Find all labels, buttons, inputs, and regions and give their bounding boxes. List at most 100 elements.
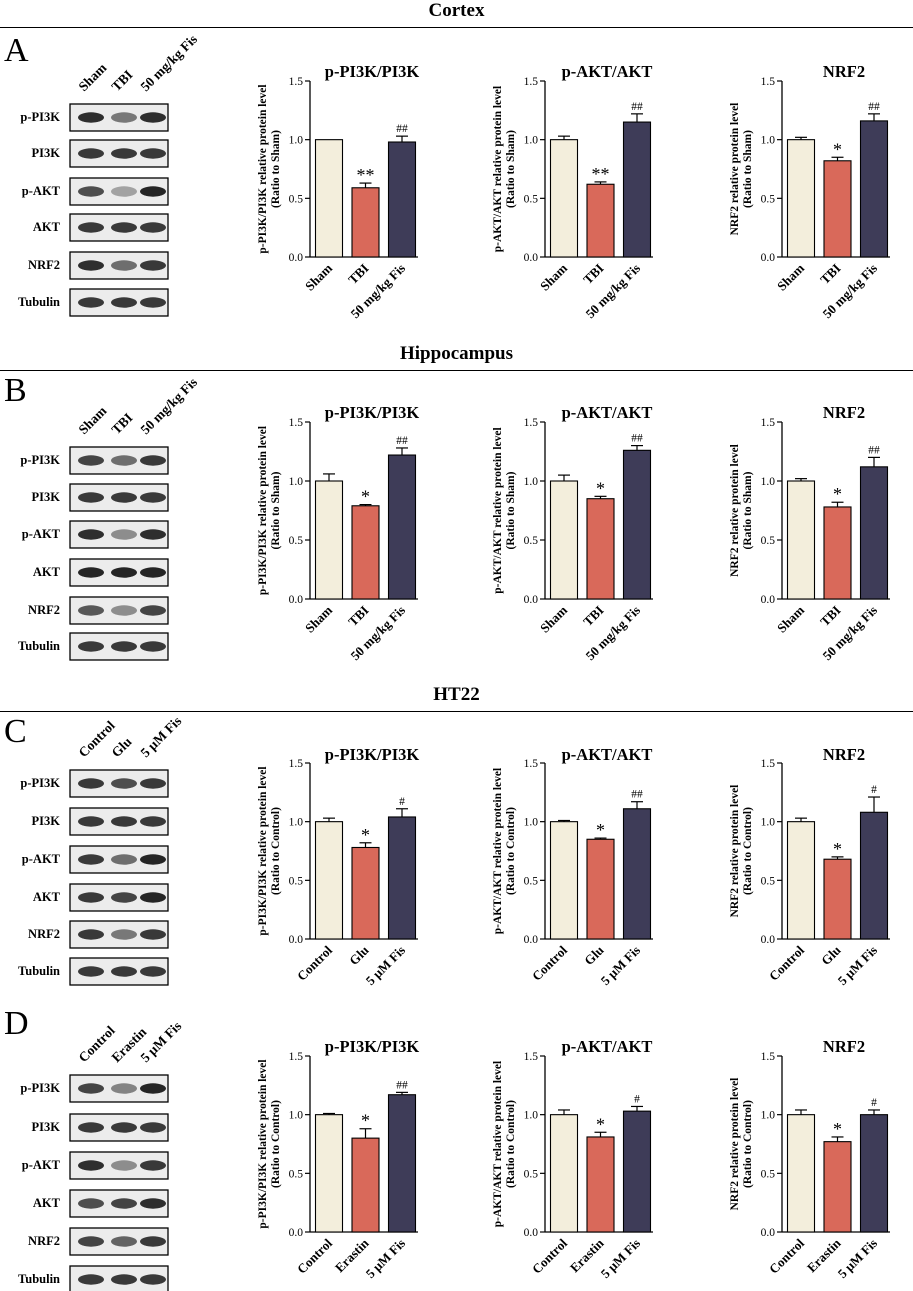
blot-band-label: p-AKT	[22, 852, 61, 866]
significance-mark: #	[871, 784, 877, 796]
blot-band-label: AKT	[33, 1196, 61, 1210]
blot-band	[111, 816, 137, 827]
blot-band	[78, 605, 104, 616]
y-tick-label: 0.0	[761, 594, 776, 606]
western-blot-panel-a: Sham TBI 50 mg/kg Fis p-PI3K PI3K p-AKT AKT NRF…	[18, 32, 200, 317]
blot-band	[140, 892, 166, 903]
x-tick-label: Sham	[774, 602, 807, 635]
blot-band	[140, 529, 166, 540]
y-tick-label: 0.0	[289, 252, 304, 264]
y-tick-label: 1.5	[289, 76, 304, 88]
blot-band	[78, 529, 104, 540]
blot-band-label: PI3K	[32, 146, 61, 160]
y-tick-label: 0.0	[289, 934, 304, 946]
y-tick-label: 1.5	[761, 1051, 776, 1063]
x-tick-label: 5 μM Fis	[598, 1236, 643, 1281]
section-divider	[0, 27, 913, 28]
y-tick-label: 0.0	[761, 934, 776, 946]
y-axis-label-line: p-PI3K/PI3K relative protein level	[257, 84, 269, 253]
y-tick-label: 0.5	[524, 1168, 539, 1180]
chart-title: p-AKT/AKT	[562, 403, 653, 422]
y-axis-label: p-PI3K/PI3K relative protein level(Ratio…	[257, 766, 282, 935]
bar-2	[586, 498, 615, 600]
bar-3	[859, 120, 889, 258]
blot-band	[111, 1160, 137, 1171]
blot-band	[111, 112, 137, 123]
x-tick-label: Control	[766, 942, 807, 983]
bar-2	[351, 846, 380, 940]
blot-band-label: p-AKT	[22, 184, 61, 198]
bar-chart-b-2: p-AKT/AKT 0.0 0.5 1.0 1.5 p-AKT/AKT relative …	[492, 403, 653, 663]
blot-band	[140, 929, 166, 940]
bar-chart-d-3: NRF2 0.0 0.5 1.0 1.5 NRF2 relative protein le…	[729, 1037, 890, 1281]
y-axis-label-line: (Ratio to Sham)	[742, 130, 754, 208]
y-tick-label: 1.5	[289, 1051, 304, 1063]
chart-title: p-PI3K/PI3K	[325, 745, 420, 764]
y-tick-label: 1.0	[289, 817, 304, 829]
x-tick-label: 5 μM Fis	[363, 943, 408, 988]
x-tick-label: TBI	[345, 261, 371, 287]
y-tick-label: 0.0	[524, 1227, 539, 1239]
blot-band	[78, 1122, 104, 1133]
significance-mark: *	[833, 1119, 842, 1139]
blot-band	[78, 297, 104, 308]
y-axis-label: p-AKT/AKT relative protein level(Ratio t…	[492, 768, 517, 934]
bar-2	[823, 1141, 852, 1233]
blot-band	[140, 186, 166, 197]
blot-lane-label: TBI	[109, 410, 136, 437]
y-axis-label: p-AKT/AKT relative protein level(Ratio t…	[492, 427, 517, 593]
y-tick-label: 1.0	[524, 817, 539, 829]
blot-band	[78, 260, 104, 271]
y-tick-label: 1.0	[289, 135, 304, 147]
significance-mark: ##	[396, 123, 408, 135]
blot-band-label: p-PI3K	[20, 776, 60, 790]
bar-2	[351, 1137, 380, 1233]
significance-mark: #	[634, 1093, 640, 1105]
x-tick-label: TBI	[580, 603, 606, 629]
bar-3	[387, 816, 417, 940]
blot-band	[111, 1274, 137, 1285]
blot-band	[111, 567, 137, 578]
significance-mark: ##	[396, 435, 408, 447]
y-axis-label-line: (Ratio to Control)	[742, 1100, 754, 1188]
bar-chart-a-1: p-PI3K/PI3K 0.0 0.5 1.0 1.5 p-PI3K/PI3K relat…	[257, 62, 419, 321]
y-tick-label: 0.5	[289, 875, 304, 887]
bar-2	[351, 187, 380, 258]
blot-band	[140, 148, 166, 159]
bar-chart-b-3: NRF2 0.0 0.5 1.0 1.5 NRF2 relative protein le…	[729, 403, 890, 663]
y-tick-label: 1.0	[761, 476, 776, 488]
y-axis-label-line: NRF2 relative protein level	[729, 103, 741, 236]
blot-lane-label: 50 mg/kg Fis	[138, 375, 201, 438]
blot-band	[78, 1274, 104, 1285]
y-axis-label-line: (Ratio to Sham)	[270, 471, 282, 549]
blot-band	[78, 1236, 104, 1247]
bar-2	[586, 183, 615, 258]
y-axis-label-line: (Ratio to Sham)	[742, 471, 754, 549]
y-tick-label: 1.5	[524, 758, 539, 770]
blot-band-label: PI3K	[32, 490, 61, 504]
blot-band	[78, 854, 104, 865]
blot-band	[78, 112, 104, 123]
blot-lane-label: Sham	[76, 403, 110, 437]
blot-band	[140, 966, 166, 977]
y-tick-label: 1.0	[761, 1110, 776, 1122]
significance-mark: **	[357, 165, 375, 185]
blot-band	[111, 186, 137, 197]
y-axis-label-line: p-AKT/AKT relative protein level	[492, 1061, 504, 1227]
significance-mark: ##	[396, 1079, 408, 1091]
y-axis-label-line: (Ratio to Control)	[742, 807, 754, 895]
y-axis-label-line: NRF2 relative protein level	[729, 1078, 741, 1211]
bar-chart-a-3: NRF2 0.0 0.5 1.0 1.5 NRF2 relative protein le…	[729, 62, 890, 321]
bar-chart-a-2: p-AKT/AKT 0.0 0.5 1.0 1.5 p-AKT/AKT relative …	[492, 62, 653, 321]
y-tick-label: 0.5	[761, 875, 776, 887]
blot-band	[111, 297, 137, 308]
blot-band	[78, 1083, 104, 1094]
y-axis-label-line: p-PI3K/PI3K relative protein level	[257, 426, 269, 595]
y-axis-label: p-AKT/AKT relative protein level(Ratio t…	[492, 1061, 517, 1227]
blot-band	[78, 186, 104, 197]
blot-band	[78, 966, 104, 977]
significance-mark: *	[596, 478, 605, 498]
blot-band	[140, 222, 166, 233]
panel-letter-d: D	[4, 1005, 29, 1042]
chart-title: p-AKT/AKT	[562, 745, 653, 764]
